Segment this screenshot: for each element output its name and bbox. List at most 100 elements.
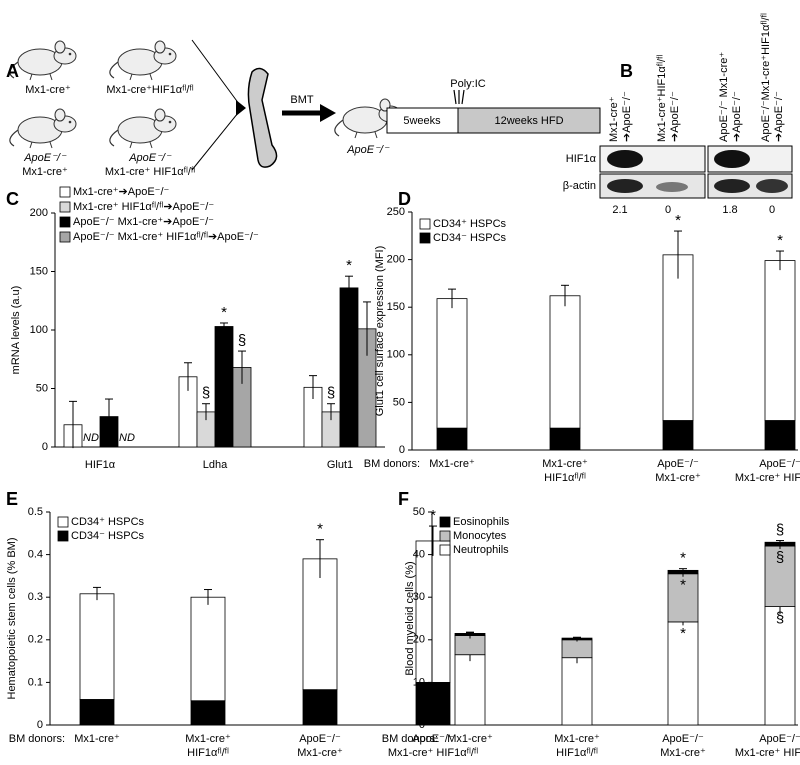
legend-swatch: [439, 530, 451, 542]
annotation: *: [675, 212, 681, 229]
y-tick-label: 40: [413, 549, 425, 561]
y-axis-label: Glut1 cell surface expression (MFI): [374, 246, 386, 417]
legend-label: CD34⁺ HSPCs: [433, 218, 507, 230]
legend-swatch: [59, 216, 71, 228]
y-tick-label: 30: [413, 591, 425, 603]
blot-column-label: ➔ApoE⁻/⁻: [669, 91, 681, 142]
x-tick-label: Mx1-cre⁺: [429, 458, 475, 470]
bar-segment: [190, 700, 226, 726]
legend-label: ApoE⁻/⁻ Mx1-cre⁺➔ApoE⁻/⁻: [73, 216, 214, 228]
x-tick-label: Mx1-cre⁺: [655, 472, 701, 484]
bar-segment: [764, 606, 796, 726]
bar-segment: [667, 621, 699, 726]
y-tick-label: 0: [399, 444, 405, 456]
blot-quantification: 2.1: [612, 204, 627, 216]
legend-swatch: [57, 530, 69, 542]
y-tick-label: 10: [413, 676, 425, 688]
bar-segment: [415, 682, 451, 726]
donor-label: Mx1-cre⁺: [22, 166, 68, 178]
annotation: §: [776, 610, 784, 627]
x-axis-label: BM donors:: [364, 458, 420, 470]
procedure-label: BMT: [290, 94, 314, 106]
x-tick-label: ApoE⁻/⁻: [662, 733, 704, 745]
bar: [214, 326, 234, 448]
legend-swatch: [419, 232, 431, 244]
panel-letter: B: [620, 61, 633, 81]
y-tick-label: 50: [36, 382, 48, 394]
panel-a-art: [9, 39, 601, 171]
x-tick-label: HIF1αᶠˡ/ᶠˡ: [544, 472, 586, 484]
y-tick-label: 20: [413, 634, 425, 646]
x-tick-label: HIF1αᶠˡ/ᶠˡ: [556, 747, 598, 759]
panel-letter: E: [6, 489, 18, 509]
legend-label: CD34⁻ HSPCs: [71, 530, 145, 542]
x-tick-label: Mx1-cre⁺: [554, 733, 600, 745]
annotation: ND: [119, 432, 135, 444]
blot-row-label: β-actin: [563, 180, 596, 192]
panel-letter: C: [6, 189, 19, 209]
blot-column-label: ApoE⁻/⁻Mx1-cre⁺HIF1αᶠˡ/ᶠˡ: [760, 13, 772, 142]
annotation: §: [202, 385, 210, 402]
bar-segment: [667, 573, 699, 623]
y-axis-label: Hematopoietic stem cells (% BM): [6, 538, 18, 700]
bar-segment: [79, 699, 115, 726]
x-tick-label: Mx1-cre⁺: [185, 733, 231, 745]
panel-letter: D: [398, 189, 411, 209]
bar-segment: [436, 298, 468, 429]
x-tick-label: Mx1-cre⁺: [542, 458, 588, 470]
x-tick-label: Mx1-cre⁺: [74, 733, 120, 745]
blot-quantification: 1.8: [722, 204, 737, 216]
y-tick-label: 50: [413, 506, 425, 518]
bar-segment: [549, 295, 581, 429]
donor-label: Mx1-cre⁺ HIF1αᶠˡ/ᶠˡ: [105, 166, 196, 178]
annotation: *: [680, 577, 686, 594]
bar-segment: [79, 593, 115, 700]
legend-label: ApoE⁻/⁻ Mx1-cre⁺ HIF1αᶠˡ/ᶠˡ➔ApoE⁻/⁻: [73, 231, 259, 243]
annotation: §: [776, 522, 784, 539]
x-tick-label: Glut1: [327, 459, 353, 471]
x-tick-label: Mx1-cre⁺: [660, 747, 706, 759]
panel-letter: F: [398, 489, 409, 509]
y-tick-label: 50: [393, 396, 405, 408]
panel-b-blot: [599, 145, 793, 199]
annotation: *: [680, 550, 686, 567]
annotation: *: [777, 232, 783, 249]
bar-segment: [764, 260, 796, 421]
y-tick-label: 0: [42, 441, 48, 453]
legend-label: Neutrophils: [453, 544, 509, 556]
bar-segment: [415, 540, 451, 683]
legend-label: CD34⁻ HSPCs: [433, 232, 507, 244]
donor-label: Mx1-cre⁺: [25, 84, 71, 96]
legend-label: Eosinophils: [453, 516, 510, 528]
blot-column-label: ➔ApoE⁻/⁻: [621, 91, 633, 142]
bar-segment: [764, 545, 796, 607]
blot-column-label: ➔ApoE⁻/⁻: [731, 91, 743, 142]
legend-swatch: [419, 218, 431, 230]
y-tick-label: 200: [30, 207, 48, 219]
bar-segment: [662, 254, 694, 421]
blot-column-label: ApoE⁻/⁻ Mx1-cre⁺: [718, 52, 730, 142]
x-tick-label: ApoE⁻/⁻: [299, 733, 341, 745]
recipient-label: ApoE⁻/⁻: [346, 144, 390, 156]
x-tick-label: HIF1αᶠˡ/ᶠˡ: [187, 747, 229, 759]
y-axis-label: Blood myeloid cells (%): [404, 561, 416, 675]
legend-label: Mx1-cre⁺➔ApoE⁻/⁻: [73, 186, 170, 198]
x-axis-label: BM donors:: [9, 733, 65, 745]
legend-label: Monocytes: [453, 530, 507, 542]
y-tick-label: 150: [387, 301, 405, 313]
bar-segment: [302, 558, 338, 691]
timeline-phase: 5weeks: [403, 115, 441, 127]
bar-segment: [561, 657, 593, 726]
annotation: *: [346, 257, 352, 274]
legend-label: CD34⁺ HSPCs: [71, 516, 145, 528]
annotation: *: [221, 304, 227, 321]
x-tick-label: ApoE⁻/⁻: [657, 458, 699, 470]
annotation: §: [327, 385, 335, 402]
blot-quantification: 0: [665, 204, 671, 216]
y-tick-label: 0: [37, 719, 43, 731]
bar-segment: [302, 689, 338, 726]
y-axis-label: mRNA levels (a.u): [10, 286, 22, 375]
x-tick-label: ApoE⁻/⁻: [412, 733, 454, 745]
legend-swatch: [59, 186, 71, 198]
